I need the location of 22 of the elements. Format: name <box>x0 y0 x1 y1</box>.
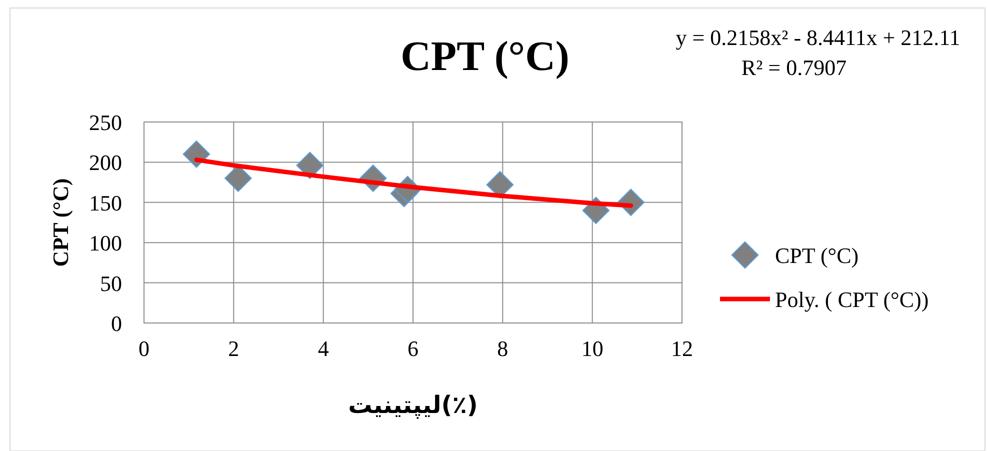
y-tick-label: 100 <box>89 230 122 256</box>
x-tick-label: 4 <box>318 336 329 361</box>
legend-label: Poly. ( CPT (°C)) <box>775 287 929 312</box>
x-tick-label: 0 <box>138 336 150 361</box>
point <box>486 171 514 198</box>
x-tick-label: 6 <box>408 336 418 361</box>
x-tick-label: 8 <box>497 336 508 361</box>
x-tick-label: 2 <box>228 336 240 361</box>
y-tick-label: 200 <box>89 150 122 176</box>
x-tick-label: 10 <box>581 336 604 361</box>
chart-title: CPT (°C) <box>400 34 570 80</box>
legend-label: CPT (°C) <box>775 243 859 268</box>
y-tick-label: 0 <box>111 311 122 336</box>
y-tick-label: 150 <box>89 190 122 216</box>
y-tick-label: 50 <box>100 270 122 296</box>
y-axis-title: CPT (°C) <box>48 178 73 267</box>
y-tick-label: 250 <box>89 110 122 135</box>
point <box>296 152 324 180</box>
x-axis-title: لیپتینیت(٪) <box>348 391 478 419</box>
x-tick-label: 12 <box>671 336 693 361</box>
text: R² = 0.7907 <box>741 55 847 80</box>
text: y = 0.2158x² - 8.4411x + 212.11 <box>676 25 960 50</box>
